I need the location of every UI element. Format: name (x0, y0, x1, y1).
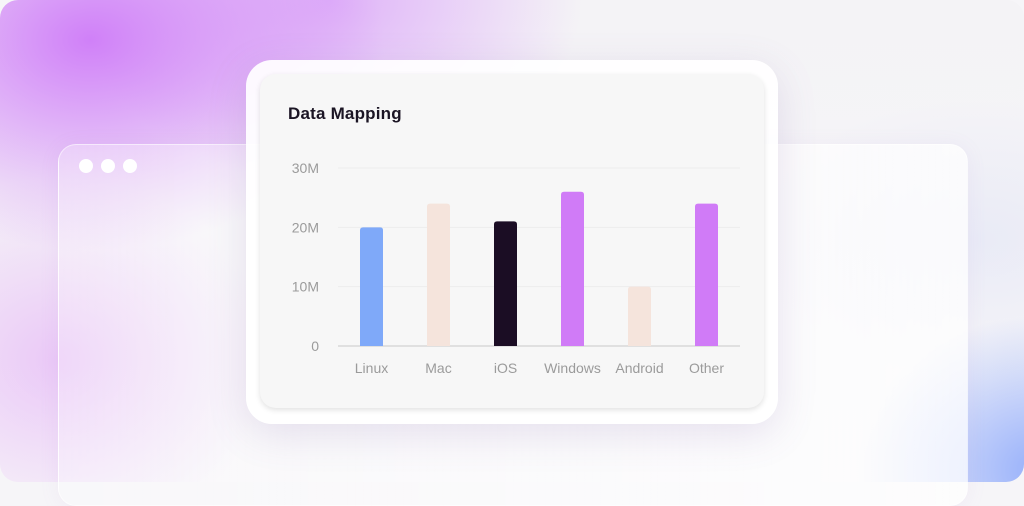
window-control-dot[interactable] (101, 159, 115, 173)
window-control-dot[interactable] (79, 159, 93, 173)
y-tick-label: 0 (311, 338, 319, 354)
bar-windows[interactable] (561, 191, 584, 346)
x-tick-label: Windows (544, 360, 601, 376)
x-tick-label: Other (689, 360, 724, 376)
y-tick-label: 20M (292, 219, 319, 235)
x-tick-label: Mac (425, 360, 451, 376)
window-control-dot[interactable] (123, 159, 137, 173)
y-tick-label: 30M (292, 160, 319, 176)
x-tick-label: iOS (494, 360, 517, 376)
chart-card: Data Mapping 0 10M 20M 30M Linux Mac iOS Window… (260, 74, 764, 408)
bar-ios[interactable] (494, 221, 517, 346)
bar-mac[interactable] (427, 203, 450, 346)
bar-other[interactable] (695, 203, 718, 346)
x-tick-label: Android (615, 360, 663, 376)
x-tick-label: Linux (355, 360, 388, 376)
bar-android[interactable] (628, 286, 651, 346)
bar-chart: 0 10M 20M 30M Linux Mac iOS Windows Android Other (292, 160, 740, 376)
chart-title: Data Mapping (288, 104, 402, 123)
chart-card-frame: Data Mapping 0 10M 20M 30M Linux Mac iOS Window… (246, 60, 778, 424)
y-tick-label: 10M (292, 279, 319, 295)
bar-linux[interactable] (360, 227, 383, 346)
